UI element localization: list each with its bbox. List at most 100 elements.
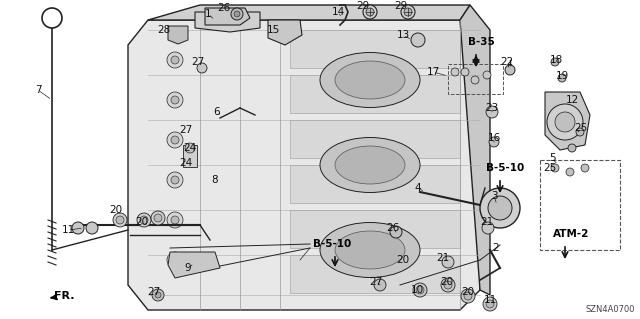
Text: FR.: FR. (51, 291, 74, 301)
Circle shape (137, 213, 151, 227)
Polygon shape (168, 252, 220, 278)
Circle shape (416, 286, 424, 294)
Bar (290, 120, 460, 158)
Circle shape (461, 68, 469, 76)
Circle shape (167, 212, 183, 228)
Circle shape (441, 278, 455, 292)
Text: B-5-10: B-5-10 (486, 163, 524, 173)
Circle shape (404, 8, 412, 16)
Circle shape (140, 216, 148, 224)
Text: 13: 13 (396, 30, 410, 40)
Circle shape (483, 71, 491, 79)
Text: 26: 26 (218, 3, 230, 13)
Text: 20: 20 (109, 205, 123, 215)
Text: 8: 8 (212, 175, 218, 185)
Polygon shape (545, 92, 590, 150)
Circle shape (489, 137, 499, 147)
Bar (290, 210, 460, 248)
Bar (183, 145, 197, 167)
Circle shape (576, 128, 584, 136)
Text: 14: 14 (332, 7, 344, 17)
Circle shape (42, 8, 62, 28)
Text: 22: 22 (500, 57, 514, 67)
Circle shape (171, 176, 179, 184)
Text: 19: 19 (556, 71, 568, 81)
Text: 16: 16 (488, 133, 500, 143)
Circle shape (581, 164, 589, 172)
Polygon shape (128, 20, 480, 310)
Ellipse shape (320, 53, 420, 108)
Circle shape (390, 226, 402, 238)
Text: 21: 21 (481, 217, 493, 227)
Circle shape (374, 279, 386, 291)
Bar (290, 75, 460, 113)
Circle shape (167, 132, 183, 148)
Text: 18: 18 (549, 55, 563, 65)
Text: 25: 25 (543, 163, 557, 173)
Polygon shape (195, 12, 260, 32)
Circle shape (167, 172, 183, 188)
Circle shape (152, 289, 164, 301)
Polygon shape (168, 26, 188, 44)
Circle shape (113, 213, 127, 227)
Circle shape (555, 112, 575, 132)
Circle shape (155, 292, 161, 298)
Polygon shape (205, 8, 250, 25)
Circle shape (72, 222, 84, 234)
Bar (290, 30, 460, 68)
Circle shape (185, 143, 195, 153)
Text: 21: 21 (436, 253, 450, 263)
Text: 15: 15 (266, 25, 280, 35)
Text: 27: 27 (179, 125, 193, 135)
Text: B-35: B-35 (468, 37, 495, 47)
Text: 6: 6 (214, 107, 220, 117)
Text: 11: 11 (483, 295, 497, 305)
Text: 27: 27 (369, 277, 383, 287)
Circle shape (558, 74, 566, 82)
Circle shape (171, 256, 179, 264)
Circle shape (171, 136, 179, 144)
Circle shape (197, 63, 207, 73)
Text: 4: 4 (415, 183, 421, 193)
Ellipse shape (320, 137, 420, 192)
Circle shape (231, 8, 243, 20)
Text: 17: 17 (426, 67, 440, 77)
Circle shape (471, 76, 479, 84)
Text: 26: 26 (387, 223, 399, 233)
Text: 12: 12 (565, 95, 579, 105)
Text: 29: 29 (394, 1, 408, 11)
Text: 27: 27 (147, 287, 161, 297)
Polygon shape (460, 5, 490, 295)
Text: 1: 1 (205, 9, 211, 19)
Circle shape (171, 56, 179, 64)
Circle shape (488, 196, 512, 220)
Text: 2: 2 (493, 243, 499, 253)
Circle shape (413, 283, 427, 297)
Circle shape (167, 92, 183, 108)
Text: 7: 7 (35, 85, 42, 95)
Ellipse shape (335, 231, 405, 269)
Bar (290, 165, 460, 203)
Circle shape (86, 222, 98, 234)
Circle shape (461, 289, 475, 303)
Circle shape (464, 292, 472, 300)
Circle shape (505, 65, 515, 75)
Circle shape (551, 58, 559, 66)
Circle shape (482, 222, 494, 234)
Text: 11: 11 (61, 225, 75, 235)
Circle shape (366, 8, 374, 16)
Circle shape (547, 104, 583, 140)
Text: 29: 29 (356, 1, 370, 11)
Bar (290, 255, 460, 293)
Text: 23: 23 (485, 103, 499, 113)
Text: 24: 24 (179, 158, 193, 168)
Ellipse shape (335, 61, 405, 99)
Circle shape (171, 216, 179, 224)
Circle shape (551, 164, 559, 172)
Circle shape (480, 188, 520, 228)
Polygon shape (268, 20, 302, 45)
Circle shape (154, 214, 162, 222)
Circle shape (483, 297, 497, 311)
Circle shape (411, 33, 425, 47)
Text: 20: 20 (461, 287, 475, 297)
